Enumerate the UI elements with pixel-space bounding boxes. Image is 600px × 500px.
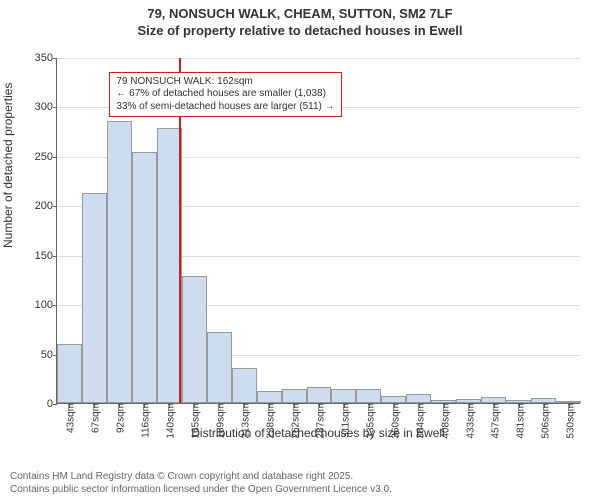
title-line1: 79, NONSUCH WALK, CHEAM, SUTTON, SM2 7LF [0,6,600,23]
histogram-bar [406,394,431,403]
ytick-label: 200 [35,200,57,212]
attribution-footer: Contains HM Land Registry data © Crown c… [10,471,392,496]
histogram-bar [356,389,381,403]
annotation-line1: 79 NONSUCH WALK: 162sqm [116,76,334,89]
y-axis-label: Number of detached properties [1,83,15,248]
histogram-bar [381,396,406,403]
histogram-bar [232,368,257,403]
x-axis-label: Distribution of detached houses by size … [56,426,580,440]
histogram-bar [307,387,332,403]
ytick-label: 0 [47,398,57,410]
chart-title: 79, NONSUCH WALK, CHEAM, SUTTON, SM2 7LF… [0,0,600,40]
annotation-line2: ← 67% of detached houses are smaller (1,… [116,88,334,101]
ytick-label: 250 [35,151,57,163]
title-line2: Size of property relative to detached ho… [0,23,600,40]
ytick-label: 300 [35,101,57,113]
gridline [57,58,580,59]
histogram-bar [157,128,182,403]
histogram-bar [282,389,307,403]
ytick-label: 350 [35,52,57,64]
histogram-bar [82,193,107,403]
histogram-bar [257,391,282,403]
ytick-label: 100 [35,299,57,311]
histogram-bar [207,332,232,403]
ytick-label: 150 [35,250,57,262]
histogram-bar [57,344,82,403]
plot-area: 05010015020025030035043sqm67sqm92sqm116s… [56,58,580,404]
ytick-label: 50 [41,349,57,361]
histogram-bar [182,276,207,403]
histogram-bar [132,152,157,403]
footer-line1: Contains HM Land Registry data © Crown c… [10,471,392,484]
histogram-bar [331,389,356,403]
annotation-box: 79 NONSUCH WALK: 162sqm← 67% of detached… [109,72,341,118]
annotation-line3: 33% of semi-detached houses are larger (… [116,101,334,114]
histogram-bar [107,121,132,403]
footer-line2: Contains public sector information licen… [10,484,392,497]
chart-area: Number of detached properties 0501001502… [0,48,600,448]
